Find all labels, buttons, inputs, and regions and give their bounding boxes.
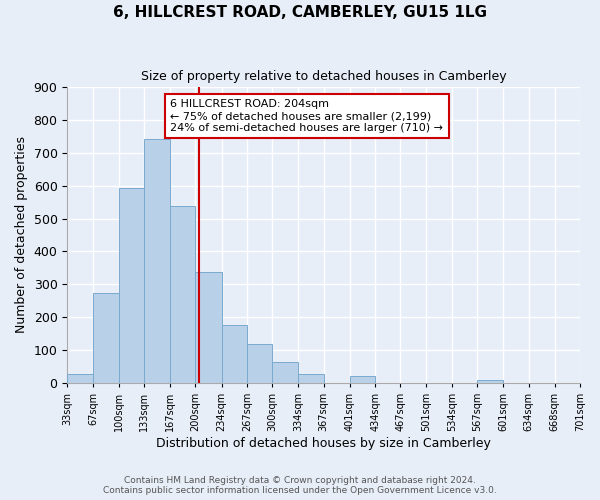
Bar: [119, 188, 144, 383]
Bar: [94, 292, 119, 383]
Bar: [196, 272, 221, 383]
Bar: [221, 326, 247, 383]
Title: Size of property relative to detached houses in Camberley: Size of property relative to detached ho…: [141, 70, 506, 83]
X-axis label: Distribution of detached houses by size in Camberley: Distribution of detached houses by size …: [156, 437, 491, 450]
Bar: [144, 139, 170, 383]
Y-axis label: Number of detached properties: Number of detached properties: [15, 136, 28, 334]
Bar: [67, 374, 94, 383]
Text: 6 HILLCREST ROAD: 204sqm
← 75% of detached houses are smaller (2,199)
24% of sem: 6 HILLCREST ROAD: 204sqm ← 75% of detach…: [170, 100, 443, 132]
Bar: [350, 376, 375, 383]
Bar: [477, 380, 503, 383]
Bar: [272, 362, 298, 383]
Text: 6, HILLCREST ROAD, CAMBERLEY, GU15 1LG: 6, HILLCREST ROAD, CAMBERLEY, GU15 1LG: [113, 5, 487, 20]
Bar: [170, 206, 196, 383]
Bar: [247, 344, 272, 383]
Bar: [298, 374, 323, 383]
Text: Contains HM Land Registry data © Crown copyright and database right 2024.
Contai: Contains HM Land Registry data © Crown c…: [103, 476, 497, 495]
